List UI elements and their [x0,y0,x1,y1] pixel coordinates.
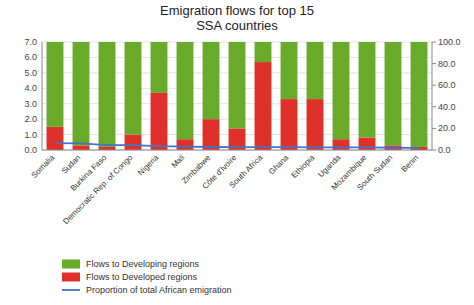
y-tick-label: 4.0 [24,83,37,93]
bar [307,42,324,99]
y2-tick [432,63,436,64]
bar [125,42,142,135]
y2-tick-label: 0.0 [438,145,451,155]
legend-label: Flows to Developing regions [86,259,200,269]
y2-tick-label: 40.0 [438,102,456,112]
x-tick-label: South Africa [228,153,265,190]
x-tick-label: Ghana [267,153,291,177]
title: Emigration flows for top 15SSA countries [160,3,314,33]
bar [307,99,324,150]
y2-tick-label: 60.0 [438,80,456,90]
grid-line [42,150,432,151]
y2-tick-label: 100.0 [438,37,461,47]
bar [125,135,142,150]
title-line: SSA countries [196,18,278,33]
y2-tick [432,150,436,151]
legend-label: Proportion of total African emigration [86,285,232,295]
x-tick-label: Somalia [30,153,57,180]
bar [359,42,376,138]
bar [281,99,298,150]
legend-label: Flows to Developed regions [86,272,198,282]
x-tick-label: Benin [400,153,421,174]
bar [73,145,90,150]
x-tick-label: Democratic Rep. of Congo [61,153,134,226]
bar [151,93,168,150]
bar [229,42,246,128]
bar [47,127,64,150]
bar [281,42,298,99]
y2-tick [432,128,436,129]
legend-swatch [62,260,80,269]
bar [333,42,350,139]
bar [177,139,194,150]
bar [151,42,168,93]
x-tick-label: South Sudan [355,153,394,192]
x-tick-label: Nigeria [136,153,161,178]
legend-swatch [62,273,80,282]
bar [47,42,64,127]
bar [333,139,350,150]
y-tick-label: 6.0 [24,52,37,62]
bar [99,42,116,147]
bar [73,42,90,145]
title-line: Emigration flows for top 15 [160,3,314,18]
y-tick-label: 3.0 [24,99,37,109]
y2-tick-label: 80.0 [438,59,456,69]
x-tick-label: Ethiopia [290,153,317,180]
bar [203,42,220,119]
legend-line [62,289,80,291]
chart: Emigration flows for top 15SSA countries… [0,0,474,305]
plot-area [47,42,428,150]
y-tick-label: 5.0 [24,68,37,78]
y2-axis [432,42,433,150]
y2-tick [432,42,436,43]
legend: Flows to Developing regions Flows to Deve… [62,259,232,295]
bar [411,42,428,147]
y-tick-label: 2.0 [24,114,37,124]
bar [255,42,272,62]
y-tick-label: 1.0 [24,130,37,140]
y-tick-label: 7.0 [24,37,37,47]
y-tick-label: 0.0 [24,145,37,155]
bar [203,119,220,150]
bar [385,42,402,145]
x-tick-label: Sudan [60,153,83,176]
x-tick-label: Mali [170,153,187,170]
x-axis [42,150,432,151]
line [55,143,419,148]
y-axis [42,42,43,150]
y2-tick [432,106,436,107]
y2-tick-label: 20.0 [438,123,456,133]
bar [177,42,194,139]
bar [255,62,272,150]
y2-tick [432,85,436,86]
